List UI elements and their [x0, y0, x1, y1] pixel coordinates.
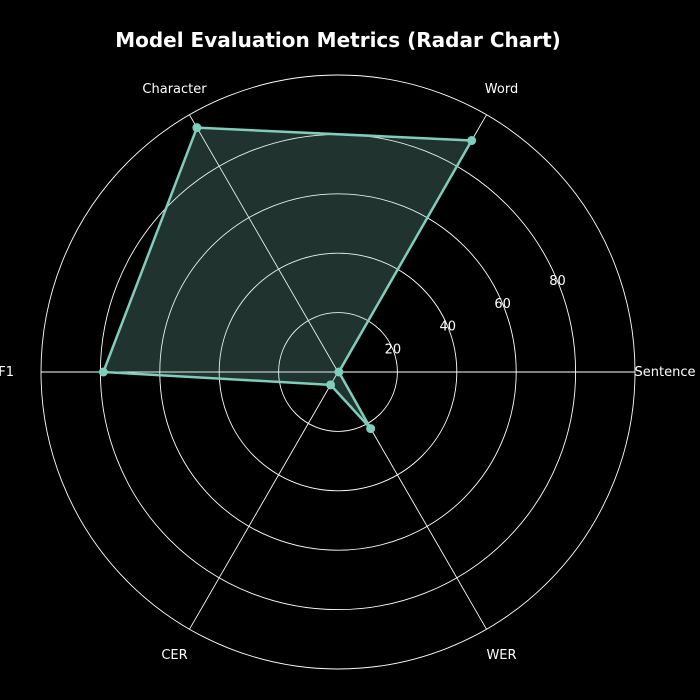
chart-title: Model Evaluation Metrics (Radar Chart): [115, 28, 561, 52]
data-point: [334, 367, 344, 377]
r-tick-label: 60: [494, 297, 511, 312]
r-tick-label: 80: [549, 274, 566, 289]
axis-label-layer: Sentence Word Character F1 CER WER: [0, 82, 695, 663]
axis-label: CER: [161, 648, 187, 663]
series-layer: [98, 123, 477, 434]
tick-layer: 20 40 60 80: [385, 274, 566, 357]
data-point: [326, 380, 336, 390]
data-point: [366, 424, 376, 434]
r-tick-label: 20: [385, 342, 402, 357]
axis-label: WER: [486, 648, 516, 663]
data-point: [192, 123, 202, 133]
axis-label: Character: [142, 82, 207, 97]
data-point: [467, 136, 477, 146]
series-area: [102, 126, 473, 430]
axis-label: Sentence: [635, 365, 696, 380]
grid-spoke: [189, 114, 339, 373]
axis-label: Word: [485, 82, 518, 97]
grid-spoke: [189, 371, 339, 630]
data-point: [98, 367, 108, 377]
grid-layer: [40, 74, 636, 670]
r-tick-label: 40: [439, 320, 456, 335]
axis-label: F1: [0, 365, 14, 380]
